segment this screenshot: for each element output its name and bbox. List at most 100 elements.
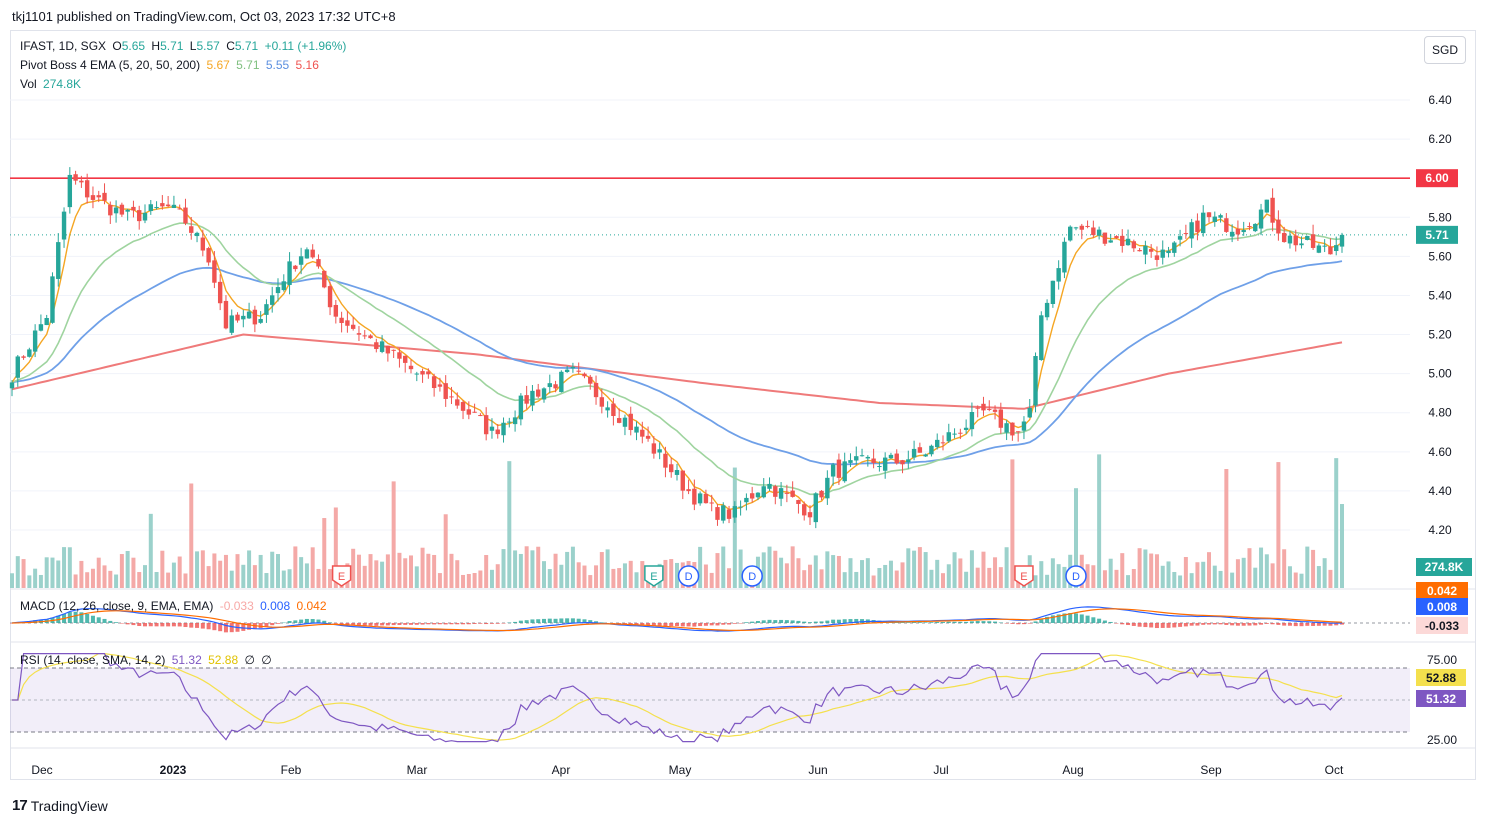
volume-bar: [1201, 561, 1206, 588]
macd-hist-bar: [530, 619, 535, 623]
macd-hist-bar: [137, 623, 142, 627]
volume-bar: [1166, 561, 1171, 588]
volume-bar: [1131, 568, 1136, 588]
rsi-legend[interactable]: RSI (14, close, SMA, 14, 2) 51.32 52.88 …: [20, 653, 275, 667]
macd-hist-bar: [264, 623, 269, 627]
candle-body: [640, 429, 645, 437]
candle-body: [1079, 225, 1084, 230]
macd-hist-bar: [536, 619, 541, 623]
macd-hist-bar: [414, 623, 419, 625]
volume-bar: [1322, 558, 1327, 588]
macd-hist-bar: [784, 620, 789, 623]
candle-body: [32, 330, 38, 352]
volume-bar: [1039, 561, 1044, 588]
macd-hist-bar: [975, 621, 980, 623]
macd-hist-bar: [1183, 623, 1188, 627]
volume-bar: [698, 546, 703, 588]
rsi-indicator-name[interactable]: RSI (14, close, SMA, 14, 2): [20, 653, 166, 667]
volume-bar: [114, 574, 119, 588]
macd-hist-bar: [1074, 613, 1078, 623]
macd-hist-bar: [316, 619, 321, 623]
volume-bar: [466, 573, 471, 588]
volume-bar: [44, 557, 49, 588]
volume-bar: [941, 573, 945, 588]
candle-body: [252, 309, 258, 325]
volume-legend[interactable]: Vol 274.8K: [20, 77, 84, 91]
price-axis: 6.40 6.20 6.00 5.80 5.60 5.40 5.20 5.00 4.80 4.60…: [1428, 93, 1452, 537]
candle-body: [356, 333, 362, 335]
time-axis-tick: Jun: [808, 763, 827, 777]
volume-bar: [449, 553, 454, 588]
volume-bar: [790, 546, 795, 588]
candle-body: [200, 237, 206, 251]
volume-bar: [478, 570, 483, 588]
macd-hist-bar: [495, 623, 500, 624]
candle-body: [1247, 226, 1252, 228]
candle-body: [483, 415, 489, 435]
candle-body: [137, 210, 142, 222]
macd-hist-bar: [640, 623, 645, 626]
macd-hist-bar: [1010, 623, 1015, 624]
macd-hist-bar: [842, 619, 847, 623]
macd-hist-bar: [1097, 618, 1102, 623]
macd-indicator-name[interactable]: MACD (12, 26, close, 9, EMA, EMA): [20, 599, 214, 613]
candle-body: [1131, 241, 1137, 249]
candle-body: [894, 453, 899, 464]
macd-hist-bar: [767, 619, 772, 623]
volume-indicator-name[interactable]: Vol: [20, 77, 37, 91]
candle-body: [674, 470, 680, 475]
volume-bar: [825, 551, 830, 588]
macd-hist-bar: [177, 623, 182, 627]
currency-button[interactable]: SGD: [1424, 36, 1466, 64]
macd-hist-bar: [183, 623, 188, 628]
macd-hist-bar: [1091, 617, 1096, 623]
macd-hist-bar: [1033, 621, 1038, 623]
candle-body: [663, 453, 668, 468]
candle-body: [940, 442, 946, 444]
volume-bar: [287, 569, 292, 588]
macd-hist-bar: [397, 623, 402, 625]
volume-bar: [148, 513, 153, 588]
macd-hist-bar: [1050, 615, 1055, 623]
candle-body: [755, 492, 761, 498]
candle-body: [1299, 243, 1304, 246]
macd-legend[interactable]: MACD (12, 26, close, 9, EMA, EMA) -0.033…: [20, 599, 330, 613]
volume-bar: [1259, 547, 1264, 588]
price-axis-tick: 4.20: [1428, 523, 1452, 537]
candle-body: [408, 365, 414, 370]
volume-bar: [252, 565, 257, 588]
candle-body: [952, 433, 957, 435]
candle-body: [524, 395, 529, 404]
symbol-legend[interactable]: IFAST, 1D, SGX O5.65 H5.71 L5.57 C5.71 +…: [20, 39, 349, 53]
volume-bar: [888, 560, 893, 588]
footer-brand[interactable]: 17 TradingView: [12, 797, 108, 814]
volume-bar: [917, 547, 922, 588]
chart-panel[interactable]: [10, 30, 1476, 780]
volume-bar: [802, 570, 807, 588]
symbol-name[interactable]: IFAST, 1D, SGX: [20, 39, 107, 53]
volume-bar: [513, 550, 518, 588]
volume-bar: [166, 572, 171, 588]
macd-hist-bar: [946, 621, 951, 623]
volume-value: 274.8K: [43, 77, 82, 91]
macd-hist-bar: [1264, 623, 1269, 624]
candle-body: [593, 382, 599, 398]
volume-bar: [432, 554, 437, 588]
candle-body: [368, 335, 373, 339]
macd-hist-bar: [1016, 623, 1021, 625]
volume-bar: [1045, 574, 1050, 588]
volume-bar: [293, 546, 298, 588]
ema-indicator-name[interactable]: Pivot Boss 4 EMA (5, 20, 50, 200): [20, 58, 201, 72]
candle-body: [67, 174, 73, 208]
candle-body: [217, 281, 223, 304]
rsi-ma-line: [12, 653, 1343, 741]
candle-body: [1322, 245, 1327, 247]
volume-bar: [461, 574, 466, 588]
price-axis-tick: 4.60: [1428, 445, 1452, 459]
macd-hist-bar: [796, 620, 801, 623]
macd-hist-bar: [443, 623, 448, 625]
macd-hist-bar: [1247, 623, 1252, 626]
ema-legend[interactable]: Pivot Boss 4 EMA (5, 20, 50, 200) 5.67 5…: [20, 58, 322, 72]
macd-hist-bar: [542, 618, 546, 623]
